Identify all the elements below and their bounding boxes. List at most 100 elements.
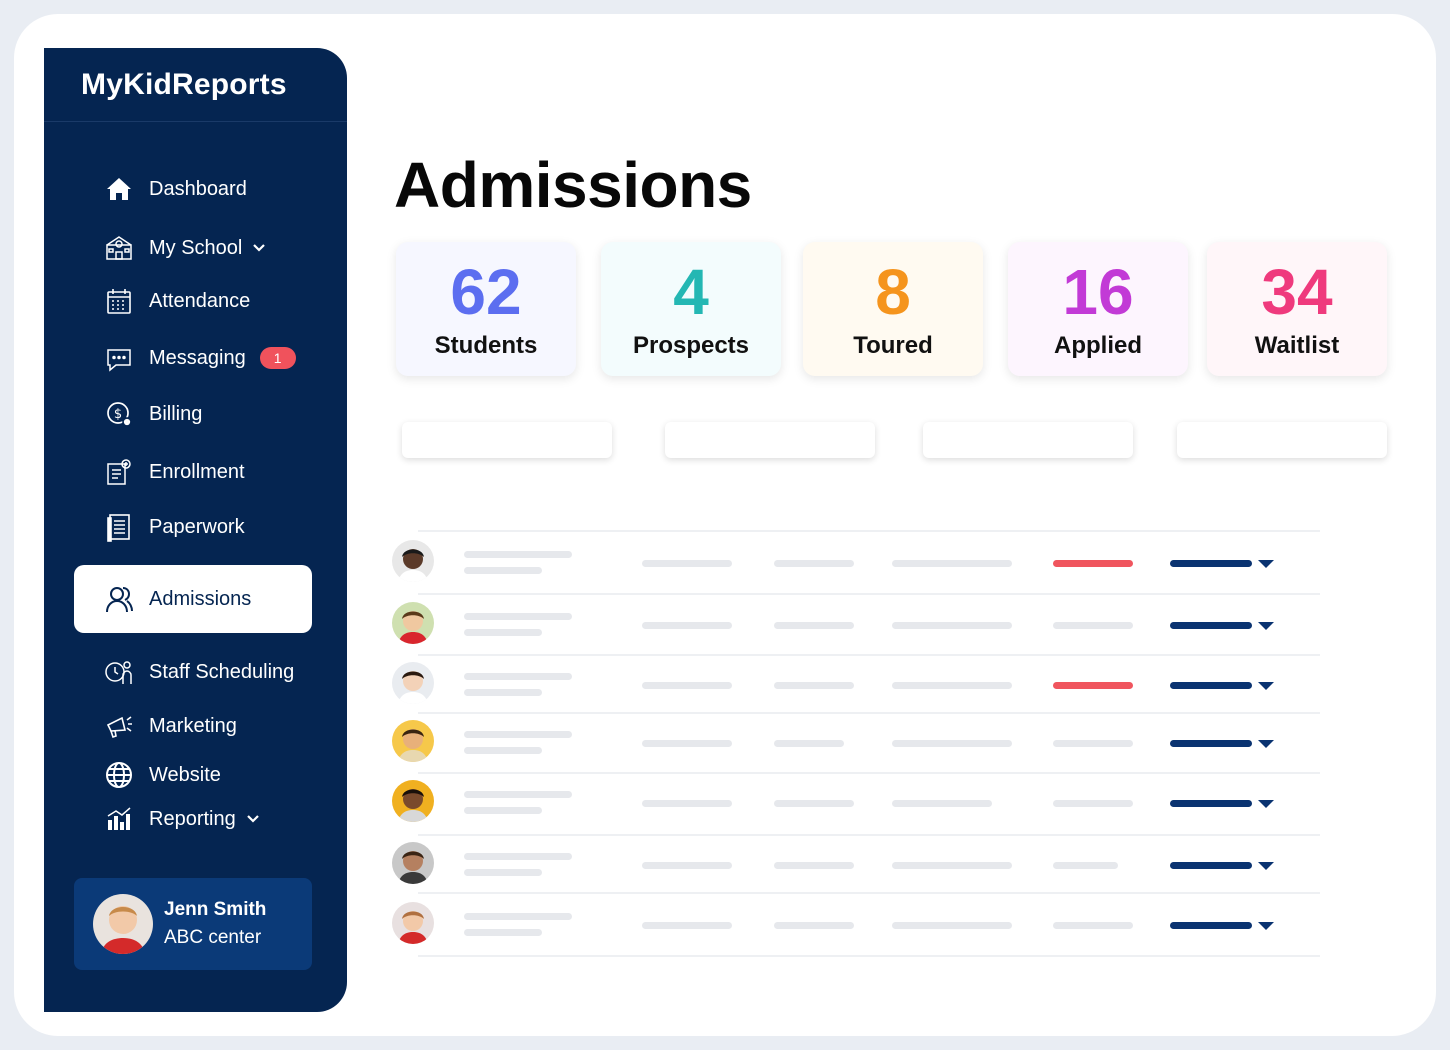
table-row[interactable] [392,540,1322,584]
child-avatar [392,902,434,944]
sidebar-item-label: My School [149,236,243,259]
placeholder-bar [774,800,854,807]
placeholder-bar [1053,560,1133,567]
placeholder-bar [464,853,572,860]
placeholder-bar [464,731,572,738]
users-icon [104,584,138,614]
calendar-icon [104,286,138,316]
table-row[interactable] [392,780,1322,824]
status-select-bar [1170,922,1252,929]
sidebar-item-enrollment[interactable]: Enrollment [104,457,245,487]
caret-down-icon[interactable] [1258,622,1274,630]
stat-value: 8 [875,256,911,328]
placeholder-bar [1053,800,1133,807]
placeholder-bar [642,560,732,567]
table-row[interactable] [392,720,1322,764]
clipboard-icon [104,457,138,487]
caret-down-icon[interactable] [1258,560,1274,568]
status-select-bar [1170,740,1252,747]
stat-card-applied[interactable]: 16 Applied [1008,242,1188,376]
filter-field-4[interactable] [1177,422,1387,458]
row-divider [418,772,1320,774]
stat-card-prospects[interactable]: 4 Prospects [601,242,781,376]
stat-card-waitlist[interactable]: 34 Waitlist [1207,242,1387,376]
placeholder-bar [774,682,854,689]
stat-card-toured[interactable]: 8 Toured [803,242,983,376]
sidebar-item-messaging[interactable]: Messaging 1 [104,343,296,373]
svg-text:$: $ [114,407,122,422]
row-divider [418,712,1320,714]
document-icon [104,512,138,542]
school-icon [104,233,138,263]
placeholder-bar [892,622,1012,629]
placeholder-bar [892,800,992,807]
sidebar-item-staff-scheduling[interactable]: Staff Scheduling [104,657,294,687]
placeholder-bar [642,622,732,629]
child-avatar [392,602,434,644]
sidebar-item-label: Staff Scheduling [149,660,295,683]
filter-field-2[interactable] [665,422,875,458]
filter-field-3[interactable] [923,422,1133,458]
placeholder-bar [464,807,542,814]
row-divider [418,892,1320,894]
placeholder-bar [774,560,854,567]
caret-down-icon[interactable] [1258,682,1274,690]
sidebar-item-label: Reporting [149,807,236,830]
placeholder-bar [774,922,854,929]
sidebar-item-paperwork[interactable]: Paperwork [104,512,245,542]
sidebar-item-attendance[interactable]: Attendance [104,286,250,316]
caret-down-icon[interactable] [1258,862,1274,870]
status-select-bar [1170,560,1252,567]
status-select-bar [1170,622,1252,629]
placeholder-bar [892,740,1012,747]
stat-label: Waitlist [1254,332,1340,359]
child-avatar [392,540,434,582]
sidebar-item-billing[interactable]: $ Billing [104,399,202,429]
row-divider [418,593,1320,595]
status-select-bar [1170,682,1252,689]
placeholder-bar [892,862,1012,869]
placeholder-bar [774,740,844,747]
caret-down-icon[interactable] [1258,922,1274,930]
sidebar-item-reporting[interactable]: Reporting [104,804,260,834]
sidebar-item-website[interactable]: Website [104,760,221,790]
chevron-down-icon[interactable] [252,241,266,255]
stat-label: Toured [853,332,933,359]
stat-label: Students [434,332,538,359]
stat-card-students[interactable]: 62 Students [396,242,576,376]
caret-down-icon[interactable] [1258,740,1274,748]
table-row[interactable] [392,662,1322,706]
user-profile-card[interactable]: Jenn Smith ABC center [74,878,312,970]
sidebar-item-label: Paperwork [149,515,245,538]
table-row[interactable] [392,842,1322,886]
placeholder-bar [774,622,854,629]
placeholder-bar [464,613,572,620]
home-icon [104,174,138,204]
placeholder-bar [464,689,542,696]
brand-logo[interactable]: MyKidReports [44,48,347,122]
placeholder-bar [642,740,732,747]
sidebar-item-dashboard[interactable]: Dashboard [104,174,247,204]
stat-label: Applied [1054,332,1142,359]
row-divider [418,530,1320,532]
sidebar-item-marketing[interactable]: Marketing [104,711,237,741]
placeholder-bar [1053,862,1118,869]
sidebar-item-admissions-content: Admissions [104,584,251,614]
filter-field-1[interactable] [402,422,612,458]
sidebar-item-label: Billing [149,402,203,425]
table-row[interactable] [392,902,1322,946]
avatar [93,894,153,954]
placeholder-bar [464,551,572,558]
chevron-down-icon[interactable] [246,812,260,826]
sidebar-item-label: Enrollment [149,460,245,483]
caret-down-icon[interactable] [1258,800,1274,808]
table-row[interactable] [392,602,1322,646]
status-select-bar [1170,862,1252,869]
placeholder-bar [892,682,1012,689]
staff-clock-icon [104,657,138,687]
sidebar-item-admissions[interactable]: Admissions [74,565,312,633]
sidebar-item-my-school[interactable]: My School [104,233,266,263]
placeholder-bar [642,800,732,807]
stat-value: 4 [673,256,709,328]
placeholder-bar [464,747,542,754]
